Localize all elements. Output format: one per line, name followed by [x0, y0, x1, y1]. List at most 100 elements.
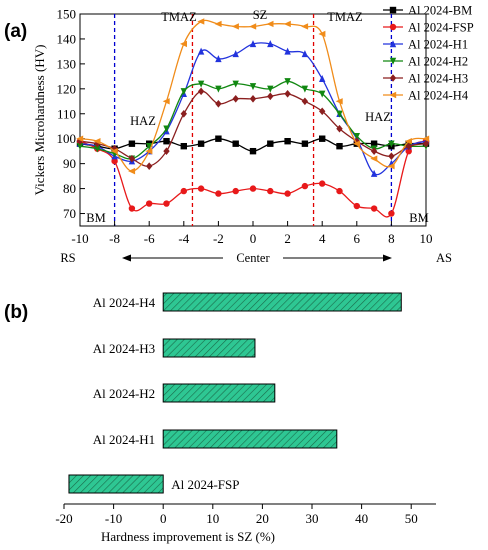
series-al-2024-h4 — [76, 18, 430, 175]
data-point — [370, 169, 378, 177]
data-point — [128, 205, 136, 212]
data-point — [180, 40, 187, 48]
legend-label: Al 2024-H1 — [408, 38, 468, 52]
y-tick-label: 80 — [63, 181, 76, 196]
data-point — [353, 202, 360, 210]
legend: Al 2024-BM Al 2024-FSP Al 2024-H1 Al 2024-H… — [383, 4, 474, 103]
x-tick-label: -2 — [213, 231, 224, 246]
center-label: Center — [236, 251, 270, 265]
y-tick-label: 90 — [63, 156, 76, 171]
data-point — [370, 147, 378, 155]
y-tick-label: 110 — [57, 106, 76, 121]
series-al-2024-h3 — [76, 87, 430, 170]
data-point — [197, 47, 205, 55]
bar-al-2024-h1 — [162, 429, 338, 449]
data-point — [249, 83, 257, 91]
data-point — [180, 187, 187, 195]
y-tick-label: 150 — [57, 7, 77, 22]
legend-marker — [389, 40, 397, 48]
x-axis-label: Hardness improvement is SZ (%) — [101, 529, 275, 544]
legend-label: Al 2024-H3 — [408, 72, 468, 86]
data-point — [180, 109, 187, 118]
data-point — [388, 140, 395, 148]
data-point — [267, 40, 274, 48]
series-al-2024-h2 — [76, 78, 430, 163]
x-tick-label: 0 — [160, 511, 167, 526]
data-point — [319, 180, 326, 187]
data-point — [336, 124, 343, 133]
haz-left-label: HAZ — [130, 114, 156, 128]
x-tick-label: 4 — [319, 231, 326, 246]
data-point — [318, 30, 326, 38]
y-tick-label: 100 — [57, 131, 77, 146]
data-point — [197, 87, 205, 96]
bar-al-2024-h4 — [162, 292, 402, 312]
bar-al-2024-fsp — [68, 474, 164, 494]
data-point — [111, 157, 118, 165]
panel-a-line-chart: (a) 70 80 90 100 110 120 130 140 150 -10 -8 -6 -4 -2 0 2… — [4, 4, 474, 266]
data-point — [249, 40, 257, 48]
y-axis-label: Vickers Microhardness (HV) — [32, 45, 47, 196]
data-point — [336, 110, 343, 118]
data-point — [146, 142, 153, 150]
data-point — [163, 200, 170, 207]
x-tick-label: 10 — [420, 231, 433, 246]
x-tick-label: -20 — [55, 511, 72, 526]
data-point — [128, 154, 136, 163]
data-point — [284, 190, 291, 197]
data-point — [94, 145, 101, 153]
data-point — [249, 185, 257, 192]
data-point — [267, 187, 274, 195]
data-point — [197, 18, 205, 25]
data-point — [405, 147, 412, 155]
tmaz-right-label: TMAZ — [327, 10, 362, 24]
data-point — [76, 137, 84, 145]
legend-label: Al 2024-FSP — [408, 21, 474, 35]
x-tick-label: -10 — [105, 511, 122, 526]
data-point — [267, 140, 274, 147]
x-tick-label: 8 — [388, 231, 395, 246]
as-label: AS — [436, 251, 452, 265]
data-point — [76, 135, 84, 142]
data-point — [284, 78, 291, 86]
x-tick-label: -4 — [178, 231, 189, 246]
x-tick-label: 30 — [306, 511, 319, 526]
data-point — [232, 187, 239, 195]
data-point — [146, 200, 153, 207]
y-tick-label: 70 — [63, 206, 76, 221]
data-point — [404, 138, 412, 145]
data-point — [76, 142, 84, 150]
data-point — [319, 107, 326, 116]
category-label: Al 2024-H3 — [93, 341, 155, 356]
data-point — [301, 182, 309, 190]
panel-b-label: (b) — [4, 302, 28, 323]
category-label: Al 2024-H1 — [93, 432, 155, 447]
data-point — [163, 147, 170, 155]
data-point — [145, 147, 153, 155]
data-point — [388, 210, 395, 217]
category-label: Al 2024-FSP — [171, 477, 239, 492]
data-point — [370, 155, 378, 162]
x-tick-label: 6 — [354, 231, 361, 246]
x-tick-label: 50 — [405, 511, 418, 526]
legend-marker — [389, 57, 397, 65]
data-point — [319, 135, 326, 142]
data-point — [301, 23, 309, 30]
y-tick-label: 120 — [57, 81, 77, 96]
data-point — [387, 162, 395, 170]
data-point — [197, 140, 205, 147]
x-tick-label: -10 — [71, 231, 88, 246]
legend-label: Al 2024-H4 — [408, 89, 469, 103]
data-point — [215, 135, 222, 142]
data-point — [249, 95, 257, 103]
data-point — [283, 20, 291, 28]
data-point — [180, 142, 187, 150]
data-point — [319, 90, 326, 98]
x-tick-label: 20 — [256, 511, 269, 526]
data-point — [301, 97, 309, 106]
data-point — [370, 205, 378, 212]
data-point — [232, 80, 239, 88]
x-tick-label: 0 — [250, 231, 257, 246]
haz-right-label: HAZ — [365, 110, 391, 124]
